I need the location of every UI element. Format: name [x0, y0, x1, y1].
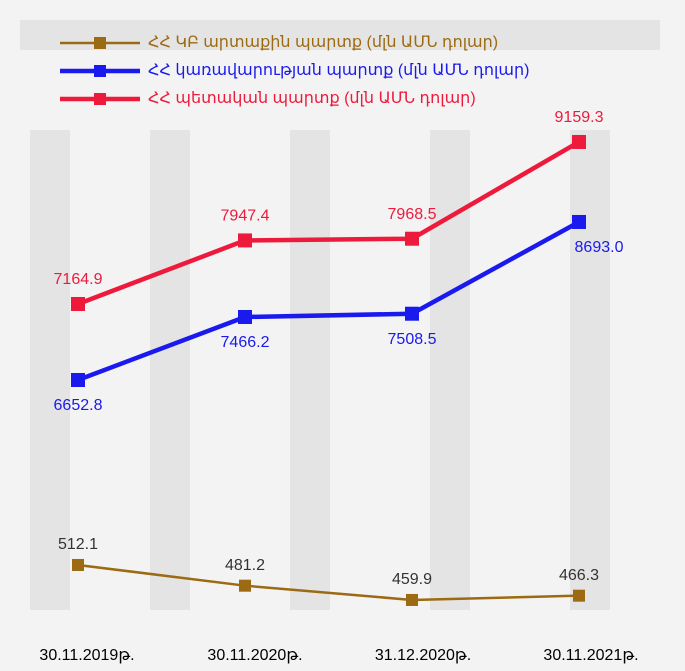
data-point	[72, 558, 84, 571]
legend-label: ՀՀ ԿԲ արտաքին պարտք (մլն ԱՄՆ դոլար)	[148, 34, 498, 51]
data-point	[572, 214, 586, 229]
data-point	[71, 296, 85, 311]
data-label: 459.9	[392, 571, 432, 588]
series-line	[77, 563, 580, 602]
data-point	[405, 231, 419, 246]
legend-label: ՀՀ կառավարության պարտք (մլն ԱՄՆ դոլար)	[148, 62, 529, 79]
data-point	[406, 593, 418, 606]
data-label: 7947.4	[221, 208, 270, 225]
legend-marker	[94, 37, 106, 49]
x-tick-label: 30.11.2019թ.	[39, 647, 134, 664]
x-tick-label: 31.12.2020թ.	[375, 647, 471, 664]
data-label: 7164.9	[54, 271, 103, 288]
background-texture	[20, 20, 660, 610]
data-point	[573, 589, 585, 602]
legend-label: ՀՀ պետական պարտք (մլն ԱՄՆ դոլար)	[148, 90, 476, 107]
data-point	[405, 306, 419, 321]
x-tick-label: 30.11.2021թ.	[543, 647, 638, 664]
data-label: 7508.5	[388, 331, 437, 348]
data-label: 9159.3	[555, 109, 604, 126]
x-tick-label: 30.11.2020թ.	[207, 647, 302, 664]
data-label: 466.3	[559, 567, 599, 584]
data-label: 6652.8	[54, 397, 103, 414]
data-label: 481.2	[225, 557, 265, 574]
data-label: 7466.2	[221, 334, 270, 351]
data-point	[238, 233, 252, 248]
data-point	[239, 579, 251, 592]
legend-marker	[94, 65, 106, 77]
series-line	[77, 220, 581, 383]
data-point	[238, 309, 252, 324]
data-label: 8693.0	[575, 239, 624, 256]
series-line	[77, 140, 581, 307]
data-point	[71, 372, 85, 387]
data-label: 7968.5	[388, 206, 437, 223]
legend-marker	[94, 93, 106, 105]
data-point	[572, 134, 586, 149]
data-label: 512.1	[58, 536, 98, 553]
